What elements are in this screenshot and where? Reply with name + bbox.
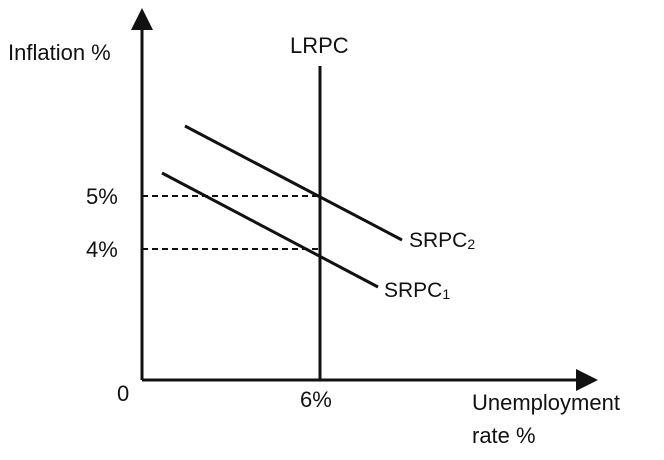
x-axis-arrow-icon [576,369,598,391]
y-axis-arrow-icon [131,8,153,30]
srpc2-label-base: SRPC [409,229,467,252]
tick-label-4-percent: 4% [86,237,118,262]
x-axis-label-line1: Unemployment [472,390,620,415]
srpc1-label-subscript: 1 [442,286,450,302]
origin-label: 0 [117,381,129,406]
x-axis-label-line2: rate % [472,423,536,448]
srpc2-label-subscript: 2 [467,236,475,252]
srpc1-label-base: SRPC [384,279,442,302]
tick-label-6-percent: 6% [300,387,332,412]
y-axis-label: Inflation % [8,40,111,65]
tick-label-5-percent: 5% [86,184,118,209]
srpc1-line [161,171,379,289]
lrpc-label: LRPC [290,33,349,58]
srpc2-line [184,124,403,242]
srpc1-label: SRPC1 [384,279,450,302]
srpc2-label: SRPC2 [409,229,475,252]
